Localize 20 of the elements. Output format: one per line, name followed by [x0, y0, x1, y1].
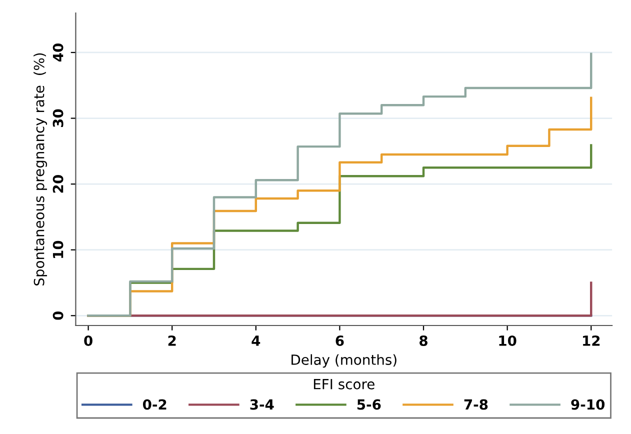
- legend-label: 5-6: [357, 399, 381, 410]
- legend-title: EFI score: [314, 379, 374, 390]
- legend-label: 7-8: [464, 399, 488, 410]
- legend-label: 9-10: [571, 399, 605, 410]
- legend-label: 3-4: [250, 399, 274, 410]
- legend-label: 0-2: [142, 399, 166, 410]
- x-tick-label: 8: [420, 335, 428, 346]
- x-tick-label: 10: [499, 335, 516, 346]
- y-axis-title: Spontaneous pregnancy rate (%): [34, 53, 47, 286]
- x-tick-label: 0: [84, 335, 92, 346]
- y-tick-label: 20: [52, 175, 64, 193]
- x-axis-title: Delay (months): [292, 354, 396, 368]
- x-tick-label: 12: [583, 335, 600, 346]
- y-tick-label: 0: [52, 311, 64, 320]
- x-tick-label: 6: [336, 335, 344, 346]
- y-tick-label: 30: [52, 109, 64, 128]
- y-tick-label: 10: [52, 240, 64, 258]
- x-tick-label: 2: [168, 335, 176, 346]
- x-tick-label: 4: [252, 336, 260, 346]
- y-tick-label: 40: [52, 43, 64, 62]
